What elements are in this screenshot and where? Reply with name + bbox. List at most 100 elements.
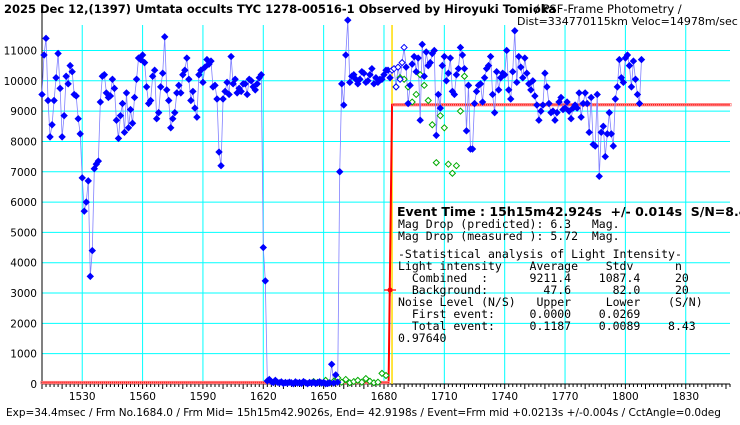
data-point: [527, 86, 535, 94]
data-point: [513, 78, 521, 87]
data-point: [557, 93, 565, 102]
comparison-point: [374, 378, 382, 386]
data-point: [529, 77, 537, 85]
data-point: [50, 96, 58, 105]
data-point: [82, 198, 90, 206]
data-point: [637, 55, 646, 64]
data-point: [74, 114, 82, 123]
data-point: [142, 83, 151, 91]
data-point: [334, 378, 342, 386]
data-point: [460, 64, 469, 73]
comparison-point: [444, 160, 453, 168]
x-tick-label: 1740: [491, 391, 518, 403]
data-point: [356, 75, 364, 83]
data-point: [462, 127, 471, 135]
data-point: [54, 49, 62, 58]
data-point: [58, 133, 66, 141]
data-point: [261, 277, 270, 285]
data-point: [434, 90, 443, 99]
data-point: [619, 78, 628, 87]
data-point: [96, 98, 105, 106]
x-tick-label: 1650: [310, 391, 337, 403]
data-point: [436, 104, 445, 112]
y-tick-label: 0: [30, 379, 37, 391]
data-point: [502, 46, 511, 55]
fit-marker: [386, 380, 390, 385]
data-point: [426, 58, 434, 67]
data-point: [601, 152, 609, 161]
data-point: [185, 75, 193, 83]
data-point: [563, 98, 571, 106]
data-point: [211, 81, 219, 90]
data-point: [575, 89, 583, 97]
data-point: [80, 207, 88, 215]
data-point: [366, 71, 374, 79]
data-point: [609, 142, 618, 150]
data-point: [187, 96, 195, 105]
data-point: [430, 46, 438, 55]
data-point: [48, 121, 56, 129]
data-point: [108, 75, 117, 83]
data-point: [189, 87, 197, 96]
data-point: [126, 105, 135, 114]
comparison-point: [420, 81, 428, 90]
x-tick-label: 1590: [190, 391, 217, 403]
data-point: [215, 148, 223, 156]
footer-info: Exp=34.4msec / Frm No.1684.0 / Frm Mid= …: [6, 407, 721, 419]
data-point: [605, 108, 614, 117]
data-point: [454, 64, 463, 73]
event-marker: [387, 287, 393, 293]
mag-drop-measured: Mag Drop (measured ): 5.72 Mag.: [398, 229, 620, 243]
data-point: [150, 66, 159, 74]
data-point: [177, 89, 185, 97]
data-point: [346, 78, 354, 87]
data-point: [478, 98, 487, 106]
y-tick-label: 3000: [10, 288, 37, 300]
data-point: [450, 90, 459, 99]
fit-layer: [40, 103, 732, 385]
data-point: [561, 104, 569, 112]
y-tick-label: 11000: [4, 45, 37, 57]
data-point: [468, 145, 477, 153]
data-point: [597, 128, 605, 137]
data-point: [613, 83, 622, 91]
data-point: [402, 63, 410, 71]
data-point: [629, 57, 638, 65]
data-point: [418, 40, 426, 49]
data-point: [438, 61, 447, 70]
data-point: [631, 75, 640, 83]
data-point: [583, 99, 591, 108]
data-point: [368, 64, 376, 73]
data-point: [412, 67, 420, 76]
data-point: [360, 69, 368, 77]
data-point: [163, 86, 171, 94]
data-point: [171, 108, 179, 117]
data-point: [607, 130, 616, 138]
data-point: [573, 104, 581, 112]
data-point: [581, 89, 589, 97]
data-point: [219, 95, 227, 103]
data-point: [386, 74, 394, 82]
data-point: [523, 69, 531, 77]
data-point: [130, 93, 139, 102]
data-point: [494, 86, 503, 94]
data-point: [52, 74, 60, 82]
data-point: [38, 90, 46, 99]
data-point: [251, 86, 259, 94]
data-point: [507, 95, 515, 103]
data-point: [146, 96, 155, 105]
data-point: [158, 69, 167, 77]
stat-combined-row: Combined : 9211.4 1087.4 20: [398, 271, 689, 285]
data-point: [627, 83, 636, 91]
data-point: [152, 114, 161, 123]
data-point: [100, 71, 109, 79]
chart-title: 2025 Dec 12,(1397) Umtata occults TYC 12…: [4, 2, 557, 16]
data-point: [243, 90, 251, 99]
event-time: Event Time : 15h15m42.924s +/- 0.014s S/…: [397, 204, 740, 219]
data-point: [60, 111, 68, 120]
data-point: [458, 51, 467, 59]
data-point: [543, 83, 551, 91]
data-point: [470, 99, 479, 108]
data-point: [492, 67, 501, 76]
